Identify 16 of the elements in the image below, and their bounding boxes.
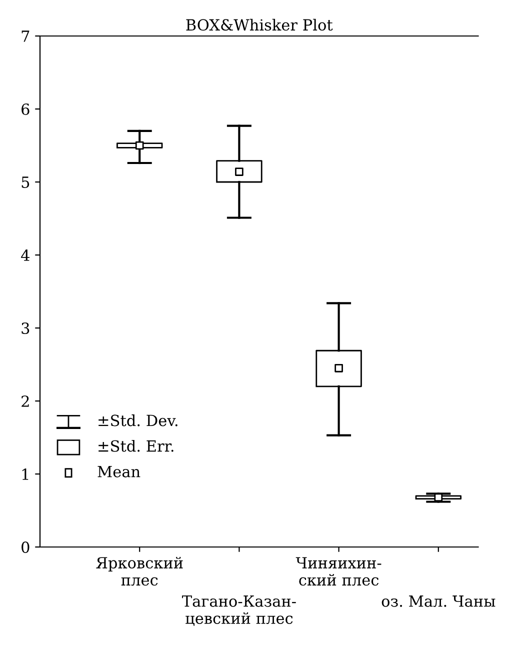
y-tick-label: 6	[22, 103, 30, 116]
x-tick-label: Ярковский плес	[96, 556, 183, 586]
x-tick-label: оз. Мал. Чаны	[382, 596, 496, 607]
y-tick-label: 1	[22, 468, 28, 480]
annotation: Mean	[98, 466, 140, 478]
y-tick-label: 2	[22, 395, 29, 407]
y-tick-label: 4	[21, 249, 30, 261]
x-tick-label: Тагано-Казан- цевский плес	[182, 596, 296, 626]
y-tick-label: 3	[22, 322, 30, 334]
chart-title: BOX&Whisker Plot	[186, 18, 333, 31]
annotation: ±Std. Err.	[98, 440, 174, 452]
y-tick-label: 5	[22, 176, 30, 188]
y-tick-label: 0	[22, 541, 30, 554]
x-tick-label: Чиняихин- ский плес	[296, 557, 382, 586]
annotation: ±Std. Dev.	[98, 414, 178, 426]
y-tick-label: 7	[22, 30, 30, 42]
